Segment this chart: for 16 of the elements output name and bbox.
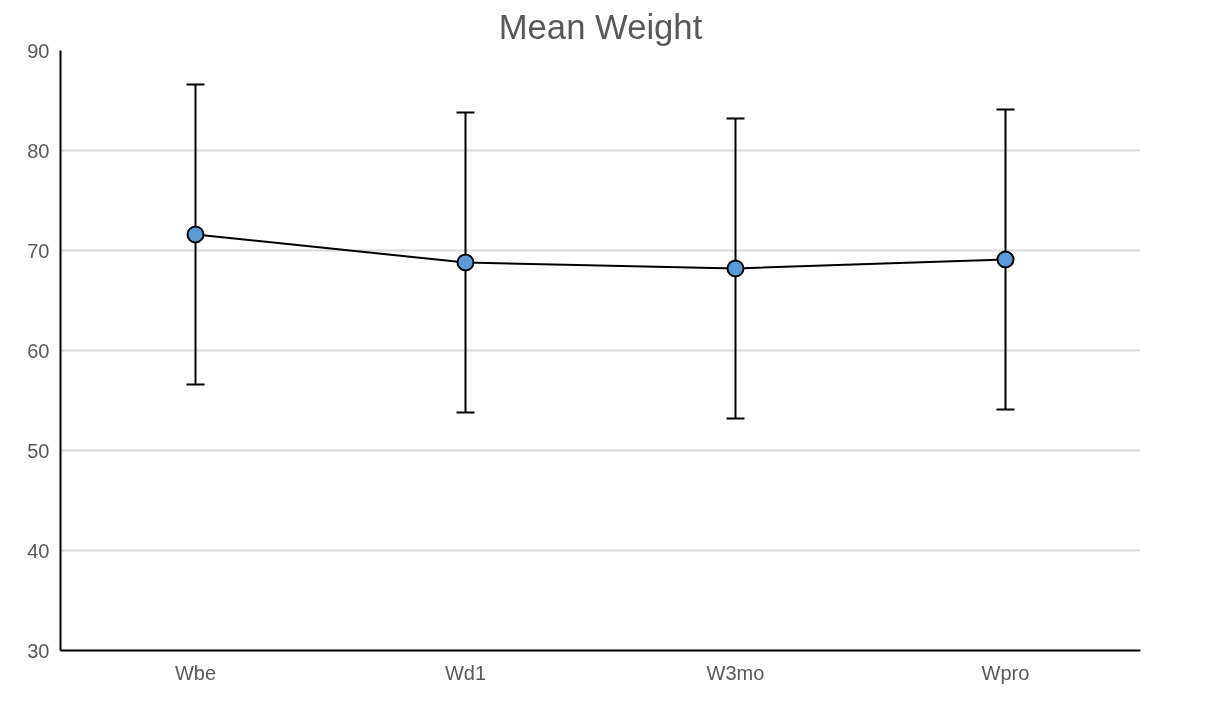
- y-tick-label: 60: [27, 339, 50, 362]
- y-tick-label: 50: [27, 439, 50, 462]
- x-tick-label: Wbe: [174, 661, 217, 684]
- x-tick-label: Wd1: [444, 661, 487, 684]
- y-tick-label: 40: [27, 539, 50, 562]
- y-tick-label: 80: [27, 139, 50, 162]
- y-tick-label: 30: [27, 639, 50, 662]
- x-tick-label: W3mo: [706, 661, 765, 684]
- point: [456, 253, 475, 272]
- point: [726, 259, 745, 278]
- point: [186, 225, 205, 244]
- y-tick-label: 90: [27, 39, 50, 62]
- y-tick-label: 70: [27, 239, 50, 262]
- chart-title: Mean Weight: [498, 7, 703, 46]
- point: [996, 250, 1015, 269]
- x-tick-label: Wpro: [981, 661, 1030, 684]
